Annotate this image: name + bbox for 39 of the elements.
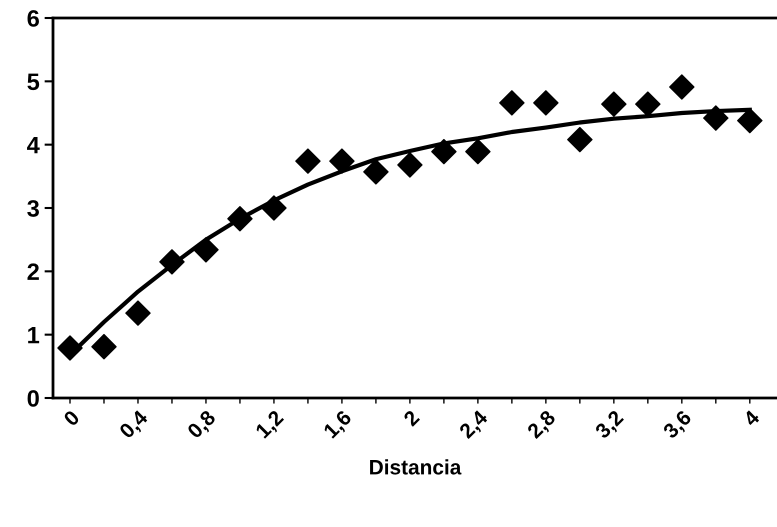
x-tick-label: 3,6 — [662, 409, 694, 442]
x-tick-label: 1,2 — [254, 409, 286, 441]
x-tick-label: 0 — [62, 409, 80, 427]
y-tick-label: 6 — [28, 10, 39, 27]
x-tick-label: 1,6 — [322, 409, 354, 441]
x-tick-label: 2,4 — [458, 408, 491, 442]
x-tick-label: 4 — [742, 409, 760, 428]
y-tick-label: 5 — [27, 74, 40, 90]
point — [193, 237, 219, 263]
x-tick-label: 3,2 — [594, 409, 626, 442]
point — [91, 334, 117, 360]
y-tick-label: 2 — [27, 263, 39, 280]
point — [227, 206, 253, 232]
point — [465, 138, 491, 164]
x-tick-label: 2 — [402, 409, 420, 427]
point — [567, 126, 593, 152]
point — [363, 159, 389, 185]
point — [397, 152, 423, 178]
x-tick-label: 2,8 — [526, 409, 558, 442]
y-tick-label: 1 — [28, 326, 40, 344]
point — [159, 249, 185, 275]
point — [431, 138, 457, 164]
y-tick-label: 3 — [27, 200, 39, 217]
point — [329, 148, 355, 174]
point — [295, 148, 321, 174]
point — [601, 91, 627, 117]
y-tick-label: 4 — [27, 136, 40, 154]
point — [669, 74, 695, 100]
point — [125, 300, 151, 326]
point — [533, 90, 559, 116]
point — [499, 90, 525, 116]
point — [737, 108, 763, 134]
point — [57, 335, 83, 361]
x-axis-title: Distancia — [370, 459, 462, 475]
point — [261, 195, 287, 221]
point — [703, 105, 729, 131]
x-tick-label: 0,4 — [118, 408, 151, 442]
x-tick-label: 0,8 — [186, 409, 218, 442]
y-tick-label: 0 — [28, 390, 39, 407]
